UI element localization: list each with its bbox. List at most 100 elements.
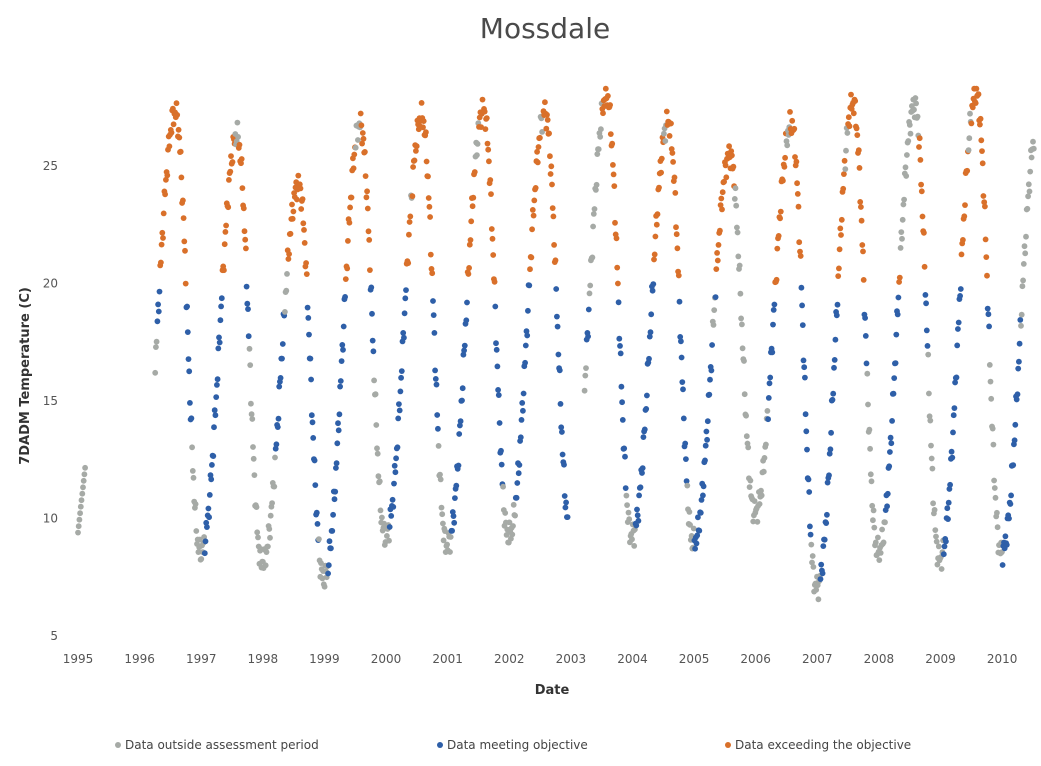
exceeding-point bbox=[163, 176, 169, 183]
meeting-point bbox=[519, 400, 526, 406]
exceeding-point bbox=[342, 276, 349, 282]
exceeding-point bbox=[717, 227, 723, 234]
outside-point bbox=[1022, 250, 1029, 257]
outside-point bbox=[758, 492, 765, 499]
outside-point bbox=[877, 550, 884, 556]
outside-point bbox=[318, 560, 324, 566]
meeting-point bbox=[155, 301, 162, 308]
meeting-point bbox=[951, 405, 958, 411]
meeting-point bbox=[945, 516, 951, 522]
outside-point bbox=[842, 166, 849, 173]
outside-point bbox=[929, 465, 936, 472]
outside-point bbox=[77, 503, 84, 510]
exceeding-point bbox=[301, 227, 307, 233]
meeting-point bbox=[492, 303, 499, 310]
exceeding-point bbox=[467, 237, 474, 243]
exceeding-point bbox=[364, 205, 371, 212]
meeting-point bbox=[450, 513, 457, 519]
exceeding-point bbox=[243, 245, 249, 252]
meeting-point bbox=[1014, 391, 1021, 398]
meeting-point bbox=[332, 488, 339, 495]
meeting-point bbox=[562, 504, 569, 511]
x-tick-label: 2006 bbox=[740, 652, 771, 666]
exceeding-point bbox=[176, 134, 183, 141]
outside-point bbox=[474, 141, 481, 147]
exceeding-point bbox=[792, 154, 798, 160]
exceeding-point bbox=[795, 203, 802, 210]
meeting-point bbox=[1012, 421, 1019, 428]
exceeding-point bbox=[960, 237, 966, 243]
x-tick-label: 2000 bbox=[371, 652, 402, 666]
exceeding-point bbox=[614, 264, 621, 271]
meeting-point bbox=[693, 540, 700, 547]
meeting-point bbox=[827, 446, 834, 453]
outside-point bbox=[321, 583, 328, 590]
meeting-point bbox=[338, 358, 345, 364]
exceeding-point bbox=[423, 129, 429, 136]
exceeding-point bbox=[425, 195, 432, 201]
outside-point bbox=[594, 151, 601, 158]
exceeding-point bbox=[537, 134, 543, 141]
exceeding-point bbox=[962, 202, 968, 209]
meeting-point bbox=[310, 435, 317, 441]
outside-point bbox=[967, 110, 973, 117]
exceeding-point bbox=[968, 120, 975, 127]
exceeding-point bbox=[547, 153, 553, 160]
exceeding-point bbox=[549, 181, 555, 188]
meeting-point bbox=[245, 306, 251, 312]
exceeding-point bbox=[425, 173, 431, 180]
outside-point bbox=[763, 441, 769, 448]
exceeding-point bbox=[160, 210, 167, 217]
outside-point bbox=[733, 202, 740, 209]
meeting-point bbox=[679, 379, 686, 385]
exceeding-point bbox=[978, 137, 985, 144]
outside-point bbox=[743, 412, 749, 419]
x-tick-label: 2009 bbox=[925, 652, 956, 666]
exceeding-point bbox=[979, 148, 985, 155]
outside-point bbox=[595, 146, 602, 153]
meeting-point bbox=[826, 472, 832, 479]
outside-point bbox=[747, 477, 754, 484]
exceeding-point bbox=[221, 267, 227, 274]
exceeding-point bbox=[534, 148, 540, 155]
meeting-point bbox=[335, 427, 342, 434]
exceeding-point bbox=[410, 164, 416, 170]
exceeding-point bbox=[669, 150, 676, 156]
meeting-point bbox=[683, 478, 690, 484]
exceeding-point bbox=[780, 177, 786, 184]
outside-point bbox=[734, 229, 741, 236]
y-tick-label: 10 bbox=[43, 512, 58, 526]
exceeding-point bbox=[854, 132, 861, 139]
outside-point bbox=[987, 378, 994, 385]
outside-point bbox=[926, 413, 933, 420]
exceeding-point bbox=[406, 231, 412, 238]
exceeding-point bbox=[491, 278, 498, 285]
exceeding-point bbox=[543, 125, 550, 132]
outside-point bbox=[447, 549, 453, 555]
outside-point bbox=[438, 504, 445, 511]
exceeding-point bbox=[350, 165, 357, 172]
outside-point bbox=[988, 395, 995, 402]
outside-point bbox=[625, 509, 632, 516]
outside-point bbox=[75, 529, 81, 536]
outside-point bbox=[152, 369, 159, 376]
meeting-point bbox=[702, 457, 708, 464]
outside-point bbox=[384, 533, 390, 539]
meeting-point bbox=[330, 511, 336, 518]
exceeding-point bbox=[164, 172, 171, 179]
meeting-point bbox=[698, 497, 705, 503]
outside-point bbox=[904, 152, 910, 158]
outside-point bbox=[931, 507, 938, 513]
meeting-point bbox=[368, 284, 375, 291]
exceeding-point bbox=[714, 257, 721, 264]
outside-point bbox=[784, 142, 791, 149]
outside-point bbox=[195, 549, 202, 555]
outside-point bbox=[900, 201, 907, 208]
exceeding-point bbox=[550, 213, 557, 220]
outside-point bbox=[662, 138, 669, 144]
exceeding-point bbox=[838, 216, 845, 223]
meeting-point bbox=[155, 308, 162, 315]
legend-label: Data meeting objective bbox=[447, 738, 588, 752]
outside-point bbox=[447, 534, 454, 540]
outside-point bbox=[629, 536, 635, 543]
